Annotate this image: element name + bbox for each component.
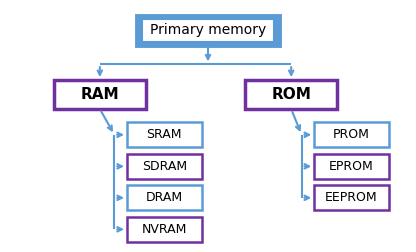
FancyBboxPatch shape [314,185,389,210]
FancyBboxPatch shape [127,154,202,179]
Text: Primary memory: Primary memory [150,23,266,37]
Text: PROM: PROM [333,128,370,141]
Text: NVRAM: NVRAM [141,223,187,236]
FancyBboxPatch shape [142,19,274,42]
Text: SDRAM: SDRAM [142,160,187,173]
FancyBboxPatch shape [137,16,279,45]
Text: DRAM: DRAM [146,191,183,204]
FancyBboxPatch shape [245,80,337,109]
FancyBboxPatch shape [314,154,389,179]
FancyBboxPatch shape [54,80,146,109]
Text: ROM: ROM [271,87,311,102]
FancyBboxPatch shape [314,122,389,147]
Text: EEPROM: EEPROM [325,191,378,204]
FancyBboxPatch shape [127,217,202,242]
Text: RAM: RAM [81,87,119,102]
Text: SRAM: SRAM [146,128,182,141]
FancyBboxPatch shape [127,122,202,147]
Text: EPROM: EPROM [329,160,374,173]
FancyBboxPatch shape [127,185,202,210]
